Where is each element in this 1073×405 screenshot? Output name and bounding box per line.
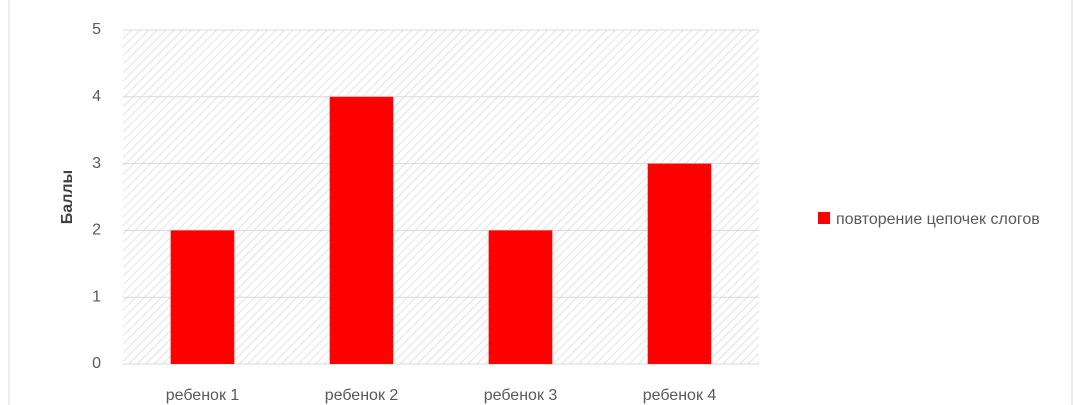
y-tick-label: 1 — [92, 288, 101, 305]
y-tick-label: 5 — [92, 21, 101, 38]
y-tick-label: 2 — [92, 222, 101, 239]
chart-border — [8, 0, 1073, 405]
x-tick-label: ребенок 1 — [166, 387, 240, 404]
y-tick-label: 3 — [92, 155, 101, 172]
bar — [488, 230, 553, 364]
legend-swatch — [818, 212, 830, 224]
x-tick-label: ребенок 2 — [325, 387, 399, 404]
y-axis-title: Баллы — [59, 170, 76, 224]
x-tick-label: ребенок 3 — [484, 387, 558, 404]
bar — [647, 163, 712, 364]
legend-label: повторение цепочек слогов — [836, 211, 1040, 228]
bar — [170, 230, 235, 364]
bar — [329, 96, 394, 365]
legend: повторение цепочек слогов — [818, 208, 1053, 232]
x-tick-label: ребенок 4 — [643, 387, 717, 404]
y-tick-label: 4 — [92, 88, 101, 105]
y-tick-label: 0 — [92, 355, 101, 372]
